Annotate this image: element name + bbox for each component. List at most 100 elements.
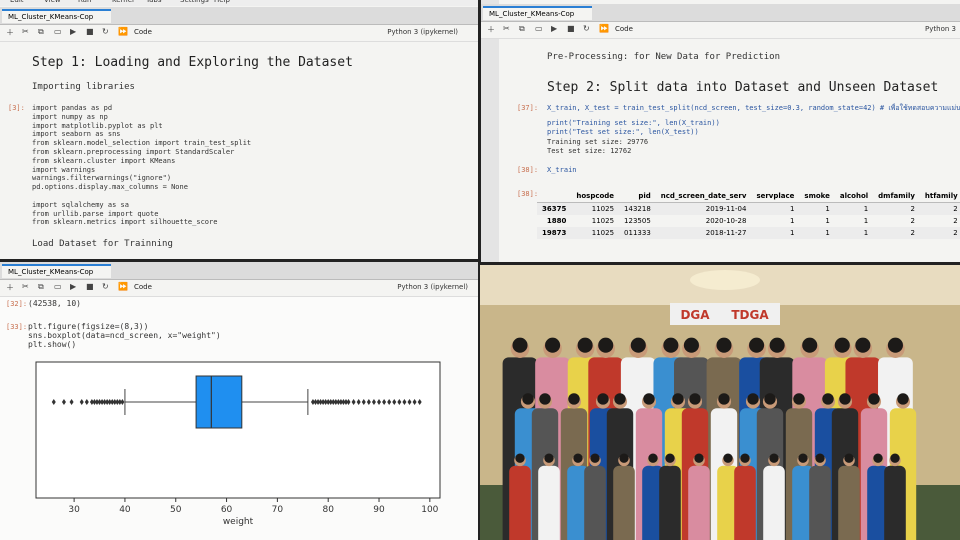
- tab-bar: ML_Cluster_KMeans-Cop: [0, 262, 478, 280]
- toolbar-button[interactable]: ✂: [503, 24, 510, 33]
- prompt: [3]:: [8, 104, 25, 112]
- person-hair: [672, 393, 684, 405]
- outlier: [323, 399, 328, 405]
- toolbar-button[interactable]: ✂: [22, 282, 29, 291]
- menu-item[interactable]: Edit: [10, 0, 24, 4]
- notebook-panel: ML_Cluster_KMeans-Cop ＋ ✂ ⧉ ▭ ▶ ■ ↻ ⏩ Code Python …: [481, 0, 960, 262]
- tab[interactable]: ML_Cluster_KMeans-Cop: [2, 264, 112, 278]
- menu-item[interactable]: View: [44, 0, 61, 4]
- outlier: [331, 399, 336, 405]
- person-body: [509, 465, 531, 540]
- menu-item[interactable]: Tabs: [146, 0, 162, 4]
- outlier: [310, 399, 315, 405]
- section-heading: Load Dataset for Trainning: [32, 239, 173, 249]
- header-cell: servplace: [751, 190, 800, 203]
- toolbar-button[interactable]: ⧉: [38, 27, 44, 36]
- toolbar-button[interactable]: ▶: [551, 24, 558, 33]
- kernel-name: Python 3 (ipykernel): [397, 283, 468, 291]
- data-table: hospcode pid ncd_screen_date_serv servplace…: [537, 190, 960, 239]
- code-line: pd.options.display.max_columns = None: [32, 183, 188, 192]
- person-hair: [747, 393, 759, 405]
- toolbar-button[interactable]: ▶: [70, 27, 77, 36]
- person-hair: [868, 393, 880, 405]
- person-hair: [648, 453, 658, 463]
- toolbar-button[interactable]: ▭: [54, 282, 62, 291]
- cell-type-select[interactable]: Code: [134, 28, 152, 36]
- menu-item[interactable]: Run: [78, 0, 92, 4]
- person-hair: [716, 337, 732, 353]
- person-hair: [515, 453, 525, 463]
- outlier: [417, 399, 422, 405]
- banner-text: DGA: [680, 308, 710, 322]
- code-line: from sklearn.model_selection import trai…: [32, 139, 252, 148]
- person-body: [838, 465, 860, 540]
- table-cell: 2020-10-28: [705, 217, 747, 225]
- person-hair: [834, 337, 850, 353]
- outlier: [112, 399, 117, 405]
- toolbar-button[interactable]: ＋: [487, 25, 495, 34]
- menu-item[interactable]: Kernel: [112, 0, 134, 4]
- toolbar-button[interactable]: ✂: [22, 27, 29, 36]
- x-tick-label: 60: [221, 505, 233, 515]
- toolbar-button[interactable]: ■: [567, 24, 575, 33]
- outlier: [371, 399, 376, 405]
- toolbar-button[interactable]: ↻: [102, 27, 109, 36]
- table-cell: 1: [789, 229, 795, 237]
- code-line: import sqlalchemy as sa: [32, 200, 129, 209]
- person-body: [659, 465, 681, 540]
- tab[interactable]: ML_Cluster_KMeans-Cop: [483, 6, 593, 20]
- person-body: [642, 465, 664, 540]
- toolbar-button[interactable]: ▭: [535, 24, 543, 33]
- prompt: [38]:: [517, 166, 539, 174]
- person-hair: [577, 337, 593, 353]
- person-body: [688, 465, 710, 540]
- person-body: [584, 465, 606, 540]
- toolbar-button[interactable]: ⏩: [599, 24, 609, 33]
- outlier: [343, 399, 348, 405]
- table-header-row: hospcode pid ncd_screen_date_serv servplace…: [537, 190, 960, 203]
- person-hair: [802, 337, 818, 353]
- toolbar-button[interactable]: ▶: [70, 282, 77, 291]
- table-cell: 011333: [624, 229, 651, 237]
- x-tick-label: 90: [373, 505, 385, 515]
- cell-type-select[interactable]: Code: [134, 283, 152, 291]
- code-line: plt.show(): [28, 340, 77, 349]
- output-line: (42538, 10): [28, 299, 81, 308]
- toolbar-button[interactable]: ＋: [6, 283, 14, 292]
- x-tick-label: 50: [170, 505, 182, 515]
- outlier: [316, 399, 321, 405]
- chandelier: [690, 270, 760, 290]
- code-line: warnings.filterwarnings("ignore"): [32, 174, 172, 183]
- toolbar-button[interactable]: ⧉: [519, 24, 525, 33]
- table-cell: 1: [825, 217, 830, 225]
- outlier: [336, 399, 341, 405]
- cell-type-select[interactable]: Code: [615, 25, 633, 33]
- menu-item[interactable]: Help: [214, 0, 230, 4]
- toolbar-button[interactable]: ↻: [583, 24, 590, 33]
- toolbar-button[interactable]: ＋: [6, 28, 14, 37]
- person-hair: [544, 453, 554, 463]
- prompt: [33]:: [6, 323, 28, 331]
- toolbar-button[interactable]: ▭: [54, 27, 62, 36]
- toolbar-button[interactable]: ■: [86, 27, 94, 36]
- table-cell: 1: [825, 205, 830, 213]
- toolbar-button[interactable]: ⏩: [118, 282, 128, 291]
- toolbar-button[interactable]: ⧉: [38, 282, 44, 291]
- person-hair: [619, 453, 629, 463]
- outlier: [51, 399, 56, 405]
- person-hair: [793, 393, 805, 405]
- header-cell: ncd_screen_date_serv: [655, 190, 752, 203]
- toolbar-button[interactable]: ↻: [102, 282, 109, 291]
- outlier: [412, 399, 417, 405]
- toolbar-button[interactable]: ⏩: [118, 27, 128, 36]
- person-body: [884, 465, 906, 540]
- table-cell: 1: [789, 217, 795, 225]
- table-cell: 2: [953, 217, 958, 225]
- boxplot-chart: 30 40 50 60 70 80 90 100 weight: [35, 361, 441, 527]
- toolbar-button[interactable]: ■: [86, 282, 94, 291]
- person-hair: [723, 453, 733, 463]
- menu-item[interactable]: Settings: [180, 0, 209, 4]
- menu-bar: Edit View Run Kernel Tabs Settings Help: [0, 0, 478, 6]
- tab[interactable]: ML_Cluster_KMeans-Cop: [2, 9, 112, 23]
